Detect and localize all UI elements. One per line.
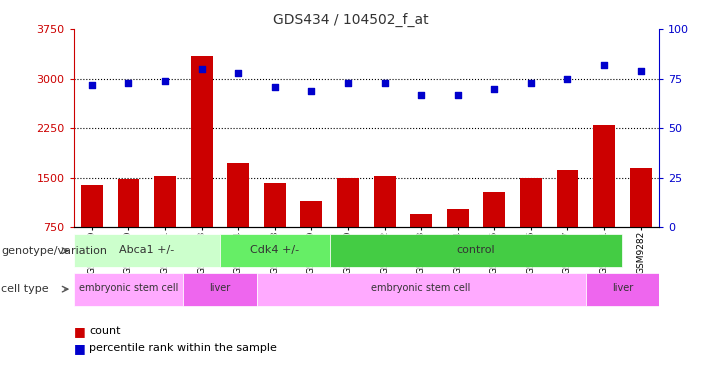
Bar [586,273,659,306]
Bar [374,176,395,276]
Point [379,80,390,86]
Bar [483,192,505,276]
Bar [593,125,615,276]
Point [269,84,280,90]
Text: Cdk4 +/-: Cdk4 +/- [250,245,299,255]
Point [342,80,353,86]
Point [525,80,536,86]
Bar [301,201,322,276]
Bar [629,168,652,276]
Bar [220,234,329,267]
Point [599,62,610,68]
Point [123,80,134,86]
Bar [447,209,469,276]
Point [86,82,97,87]
Point [635,68,646,74]
Bar [557,169,578,276]
Text: genotype/variation: genotype/variation [1,246,107,256]
Bar [118,179,139,276]
Point [196,66,207,72]
Bar [264,183,286,276]
Text: embryonic stem cell: embryonic stem cell [372,283,471,294]
Text: liver: liver [210,283,231,294]
Bar [184,273,257,306]
Text: Abca1 +/-: Abca1 +/- [119,245,175,255]
Text: ■: ■ [74,342,86,355]
Bar [257,273,586,306]
Bar [81,186,103,276]
Bar [329,234,622,267]
Point [416,92,427,97]
Bar [410,214,432,276]
Text: cell type: cell type [1,284,49,294]
Text: percentile rank within the sample: percentile rank within the sample [89,343,277,354]
Text: embryonic stem cell: embryonic stem cell [79,283,178,294]
Bar [74,273,184,306]
Point [306,87,317,93]
Point [233,70,244,76]
Point [562,76,573,82]
Bar [74,234,220,267]
Text: ■: ■ [74,325,86,338]
Bar [191,56,212,276]
Point [489,86,500,92]
Bar [154,176,176,276]
Text: count: count [89,326,121,336]
Text: liver: liver [612,283,633,294]
Bar [337,178,359,276]
Text: control: control [457,245,496,255]
Point [452,92,463,97]
Bar [227,163,249,276]
Text: GDS434 / 104502_f_at: GDS434 / 104502_f_at [273,13,428,27]
Point [159,78,170,83]
Bar [520,178,542,276]
